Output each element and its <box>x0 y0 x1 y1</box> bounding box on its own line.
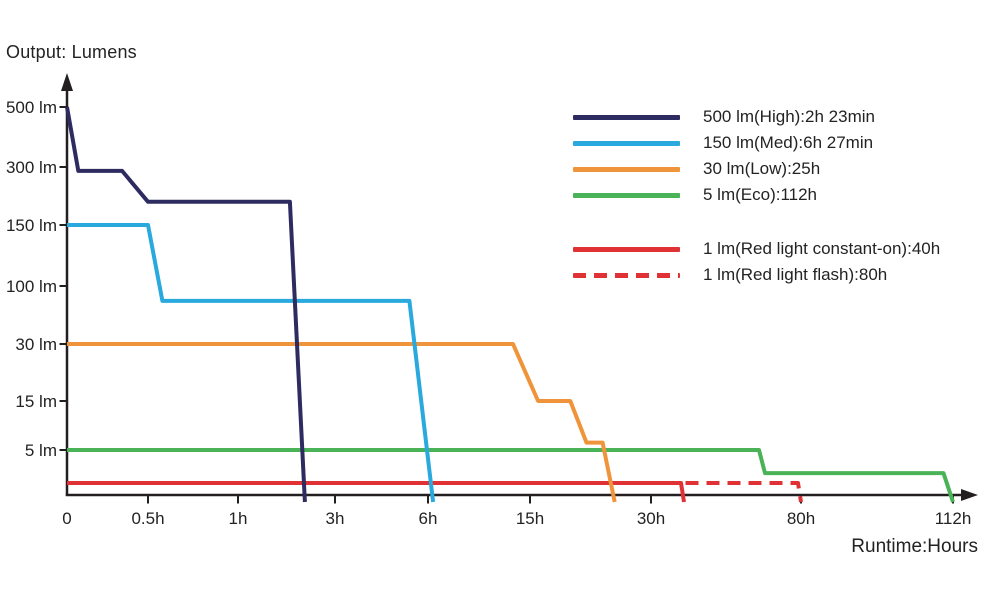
series-line-high <box>65 106 307 503</box>
legend-label-eco: 5 lm(Eco):112h <box>703 185 818 204</box>
x-tick-label-6h: 6h <box>419 509 438 528</box>
y-tick-label-5: 5 lm <box>25 441 57 460</box>
legend-swatch-med-line-icon <box>573 140 680 146</box>
y-axis-title: Output: Lumens <box>6 42 137 62</box>
legend-label-high: 500 lm(High):2h 23min <box>703 107 875 126</box>
x-tick-label-0.5h: 0.5h <box>131 509 164 528</box>
legend-item-eco: 5 lm(Eco):112h <box>573 182 940 208</box>
series-line-red-constant <box>67 481 686 503</box>
x-tick-label-1h: 1h <box>229 509 248 528</box>
legend: 500 lm(High):2h 23min 150 lm(Med):6h 27mi… <box>573 104 940 288</box>
x-tick-label-3h: 3h <box>326 509 345 528</box>
y-tick-label-15: 15 lm <box>15 392 57 411</box>
x-tick-label-30h: 30h <box>637 509 665 528</box>
legend-label-red-constant: 1 lm(Red light constant-on):40h <box>703 239 941 258</box>
series-line-low <box>67 342 617 503</box>
x-axis-arrow-icon <box>961 489 978 501</box>
y-tick-label-150: 150 lm <box>6 216 57 235</box>
y-tick-label-30: 30 lm <box>15 335 57 354</box>
x-tick-label-15h: 15h <box>516 509 544 528</box>
x-tick-label-80h: 80h <box>787 509 815 528</box>
legend-label-red-flash: 1 lm(Red light flash):80h <box>703 265 888 284</box>
y-tick-label-500: 500 lm <box>6 98 57 117</box>
x-axis-title: Runtime:Hours <box>851 536 978 557</box>
legend-item-red-constant: 1 lm(Red light constant-on):40h <box>573 236 940 262</box>
x-tick-label-112h: 112h <box>935 509 972 528</box>
series-line-red-flash <box>685 481 803 503</box>
legend-label-med: 150 lm(Med):6h 27min <box>703 133 874 152</box>
legend-swatch-high-line-icon <box>573 114 680 120</box>
x-tick-label-0: 0 <box>62 509 71 528</box>
legend-swatch-low-line-icon <box>573 166 680 172</box>
legend-item-low: 30 lm(Low):25h <box>573 156 940 182</box>
y-tick-label-100: 100 lm <box>6 277 57 296</box>
legend-item-high: 500 lm(High):2h 23min <box>573 104 940 130</box>
series-line-eco <box>67 448 955 503</box>
legend-item-red-flash: 1 lm(Red light flash):80h <box>573 262 940 288</box>
legend-swatch-red-constant-line-icon <box>573 246 680 252</box>
legend-item-med: 150 lm(Med):6h 27min <box>573 130 940 156</box>
legend-swatch-eco-line-icon <box>573 192 680 198</box>
legend-label-low: 30 lm(Low):25h <box>703 159 821 178</box>
legend-swatch-red-flash-dashed-line-icon <box>573 272 680 278</box>
series-line-med <box>67 223 436 503</box>
y-tick-label-300: 300 lm <box>6 158 57 177</box>
y-axis-arrow-icon <box>61 73 73 91</box>
